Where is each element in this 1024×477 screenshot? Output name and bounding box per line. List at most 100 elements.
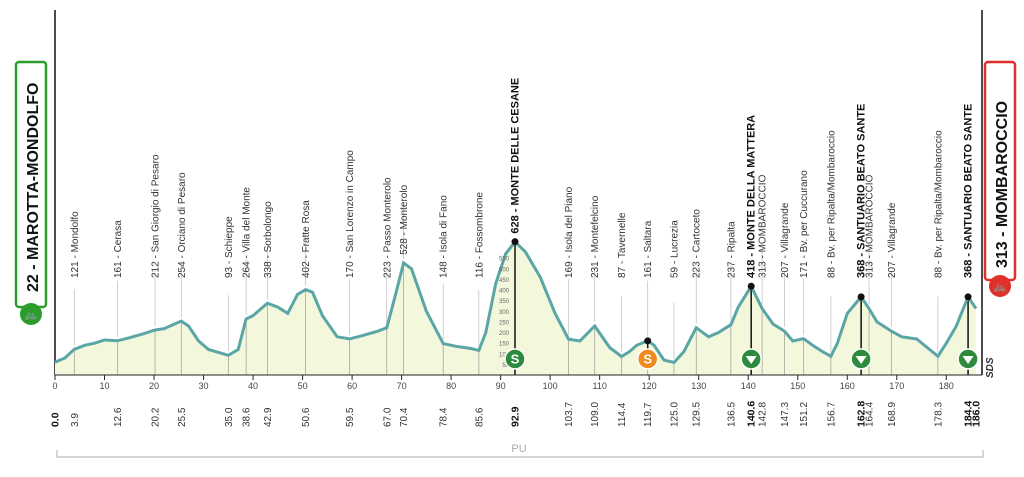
km-label: 85.6 (474, 407, 485, 427)
axis-tick-label: 160 (840, 381, 855, 391)
elevation-tick: 500 (499, 267, 510, 273)
sprint-dot (644, 337, 652, 345)
km-label: 78.4 (439, 407, 450, 427)
km-label: 103.7 (564, 402, 575, 427)
km-label: 3.9 (70, 413, 81, 427)
start-badge: 22 - MAROTTA-MONDOLFO 🚲 (14, 60, 48, 325)
place-label: 313 - MOMBAROCCIO (865, 174, 876, 278)
axis-tick-label: 40 (248, 381, 258, 391)
place-label: 223 - Cartoceto (692, 209, 703, 278)
km-label: 67.0 (382, 407, 393, 427)
place-label: 207 - Villagrande (780, 202, 791, 278)
elevation-tick: 400 (499, 289, 510, 295)
place-label: 88 - Bv. per Ripalta/Mombaroccio (826, 130, 837, 278)
summit-dot (857, 293, 865, 301)
place-label: 223 - Passo Monterolo (382, 177, 393, 278)
km-label: 164.4 (865, 402, 876, 427)
place-label: 254 - Orciano di Pesaro (177, 172, 188, 278)
pu-bracket (56, 450, 984, 458)
elevation-scale: 50 100 150 200 250 300 350 400 450 500 550 (499, 257, 510, 369)
place-label: 368 - SANTUARIO BEATO SANTE (963, 104, 975, 278)
place-label: 116 - Fossombrone (474, 192, 485, 278)
axis-tick-label: 50 (298, 381, 308, 391)
elevation-tick: 300 (499, 310, 510, 316)
place-labels: 121 - Mondolfo 161 - Cerasa 212 - San Gior… (70, 78, 975, 278)
place-label: 161 - Cerasa (113, 220, 124, 278)
start-station-label: 22 - MAROTTA-MONDOLFO (25, 83, 42, 292)
kom-marker-glyph: S (511, 352, 520, 367)
km-label: 125.0 (669, 402, 680, 427)
summit-dots (511, 238, 972, 301)
summit-dot (511, 238, 519, 246)
km-label: 151.2 (799, 402, 810, 427)
axis-tick-label: 30 (199, 381, 209, 391)
km-label: 92.9 (510, 406, 522, 427)
elevation-tick: 50 (502, 363, 509, 369)
place-label: 418 - MONTE DELLA MATTERA (746, 115, 758, 278)
elevation-tick: 200 (499, 331, 510, 337)
place-label: 231 - Montefelcino (590, 195, 601, 278)
km-label: 140.6 (746, 401, 758, 427)
sprint-marker-glyph: S (643, 352, 652, 367)
km-label: 186.0 (971, 401, 983, 427)
place-label: 628 - MONTE DELLE CESANE (510, 78, 522, 234)
place-label: 237 - Ripalta (726, 221, 737, 278)
finish-station-label: 313 - MOMBAROCCIO (994, 101, 1011, 268)
place-label: 313 - MOMBAROCCIO (758, 174, 769, 278)
place-label: 170 - San Lorenzo in Campo (345, 150, 356, 278)
km-label: 162.8 (856, 401, 868, 427)
pu-label: PU (511, 443, 526, 455)
kom-triangle (855, 356, 867, 364)
axis-tick-label: 150 (790, 381, 805, 391)
sprint-marker-icon (636, 348, 659, 370)
place-label: 88 - Bv. per Ripalta/Mombaroccio (933, 130, 944, 278)
km-label: 136.5 (726, 402, 737, 427)
summit-dot (747, 282, 755, 290)
place-label: 93 - Schieppe (224, 216, 235, 278)
place-label: 264 - Villa del Monte (242, 187, 253, 278)
axis-tick-label: 120 (642, 381, 657, 391)
axis-tick-label: 80 (446, 381, 456, 391)
km-label: 114.4 (617, 402, 628, 427)
km-label: 119.7 (643, 402, 654, 427)
race-markers: SS (504, 337, 979, 370)
summit-dot (964, 293, 972, 301)
km-label: 25.5 (177, 407, 188, 427)
axis-tick-label: 60 (347, 381, 357, 391)
place-label: 148 - Isola di Fano (439, 195, 450, 278)
km-label: 20.2 (151, 407, 162, 427)
bike-icon (989, 275, 1011, 297)
km-label: 42.9 (263, 407, 274, 427)
kom-marker-icon (504, 348, 526, 370)
km-label: 178.3 (933, 402, 944, 427)
axis-tick-label: 90 (496, 381, 506, 391)
axis-tick-label: 110 (592, 381, 606, 391)
place-label: 169 - Isola del Piano (564, 186, 575, 278)
place-label: 87 - Tavernelle (617, 212, 628, 278)
axis-tick-label: 100 (543, 381, 558, 391)
finish-badge: 313 - MOMBAROCCIO 🚲 (983, 60, 1017, 297)
km-label: 184.4 (963, 401, 975, 427)
axis-tick-label: 140 (741, 381, 756, 391)
kom-triangle (962, 356, 974, 364)
place-label: 212 - San Giorgio di Pesaro (151, 154, 162, 278)
km-labels: 0.0 3.9 12.6 20.2 25.5 35.0 38.6 42.9 50.6 59.5 67… (50, 401, 983, 427)
axis-tick-label: 130 (691, 381, 706, 391)
sds-label: SDS (985, 357, 996, 378)
elevation-tick: 100 (499, 352, 510, 358)
axis-tick-label: 180 (939, 381, 954, 391)
km-label: 0.0 (50, 412, 62, 427)
km-label: 70.4 (399, 407, 410, 427)
elevation-tick: 350 (499, 299, 510, 305)
place-label: 402 - Fratte Rosa (301, 200, 312, 278)
place-label: 368 - SANTUARIO BEATO SANTE (856, 104, 868, 278)
km-label: 38.6 (242, 407, 253, 427)
km-label: 147.3 (780, 402, 791, 427)
km-label: 35.0 (224, 407, 235, 427)
km-label: 50.6 (301, 407, 312, 427)
axis-tick-label: 20 (149, 381, 159, 391)
axis-tick-label: 10 (100, 381, 110, 391)
axis-tick-label: 0 (52, 381, 57, 391)
bike-icon (20, 303, 42, 325)
